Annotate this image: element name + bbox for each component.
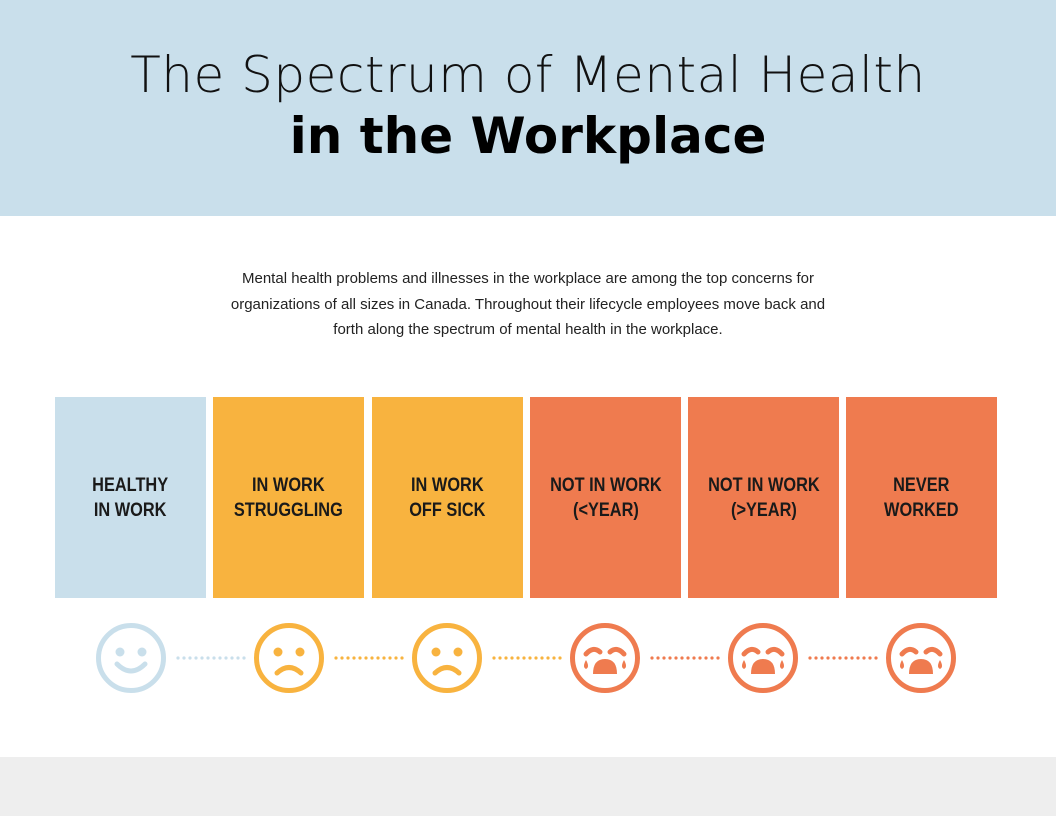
dotted-connector: [176, 656, 246, 660]
sad-face-icon: [254, 623, 324, 693]
stage-label: NOT IN WORK (>YEAR): [699, 473, 829, 523]
smiley-face-icon: [96, 623, 166, 693]
stage-label-line1: IN WORK: [252, 474, 325, 496]
stage-label-line1: NOT IN WORK: [549, 474, 662, 496]
stage-label-line1: NOT IN WORK: [707, 474, 820, 496]
stage-label: NEVER WORKED: [878, 473, 965, 523]
crying-face-icon: [570, 623, 640, 693]
dotted-connector: [334, 656, 404, 660]
stage-label-line2: (<YEAR): [572, 499, 639, 521]
infographic-page: The Spectrum of Mental Health in the Wor…: [0, 0, 1056, 757]
stage-box: NEVER WORKED: [846, 397, 997, 598]
stage-box: IN WORK OFF SICK: [372, 397, 523, 598]
intro-paragraph: Mental health problems and illnesses in …: [230, 270, 826, 338]
dotted-connector: [650, 656, 720, 660]
dotted-connector: [808, 656, 878, 660]
sad-face-icon: [412, 623, 482, 693]
stage-box: NOT IN WORK (>YEAR): [688, 397, 839, 598]
crying-face-icon: [886, 623, 956, 693]
page-title-line1: The Spectrum of Mental Health: [130, 46, 926, 104]
stage-label: IN WORK OFF SICK: [403, 473, 492, 523]
stage-label-line2: (>YEAR): [730, 499, 797, 521]
stage-label-line2: OFF SICK: [409, 499, 486, 521]
crying-face-icon: [728, 623, 798, 693]
footer-bar: [0, 757, 1056, 816]
dotted-connector: [492, 656, 562, 660]
stage-label-line2: WORKED: [884, 499, 959, 521]
stage-label-line2: IN WORK: [94, 499, 167, 521]
stage-box: HEALTHY IN WORK: [55, 397, 206, 598]
stage-box: IN WORK STRUGGLING: [213, 397, 364, 598]
page-title-line2: in the Workplace: [289, 107, 767, 165]
stage-box: NOT IN WORK (<YEAR): [530, 397, 681, 598]
stage-label-line1: NEVER: [893, 474, 950, 496]
stage-label: HEALTHY IN WORK: [86, 473, 174, 523]
stage-label-line1: HEALTHY: [92, 474, 169, 496]
stage-label: NOT IN WORK (<YEAR): [541, 473, 671, 523]
stage-label-line1: IN WORK: [411, 474, 484, 496]
header-banner: The Spectrum of Mental Health in the Wor…: [0, 0, 1056, 216]
stage-label-line2: STRUGGLING: [234, 499, 343, 521]
stage-label: IN WORK STRUGGLING: [225, 473, 352, 523]
